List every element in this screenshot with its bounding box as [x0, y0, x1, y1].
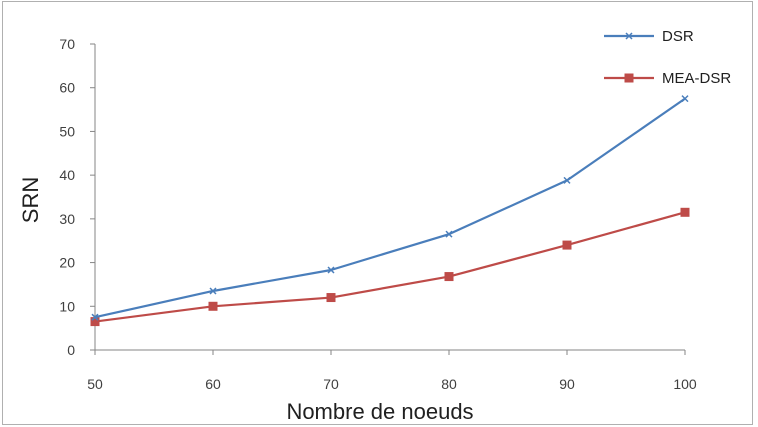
data-point [209, 287, 217, 295]
point-mark [91, 313, 99, 321]
x-tick-label: 100 [673, 376, 697, 392]
legend-label: DSR [662, 28, 694, 45]
legend-item: DSR [604, 28, 694, 45]
data-point [326, 293, 336, 303]
data-point [562, 240, 572, 250]
data-point [624, 73, 634, 83]
axes [90, 43, 686, 355]
y-tick-label: 40 [59, 167, 75, 183]
series-line [94, 211, 686, 323]
y-tick-label: 50 [59, 123, 75, 139]
series-mea-dsr [90, 207, 690, 327]
series-dsr [91, 95, 689, 321]
y-axis-title: SRN [18, 177, 43, 223]
data-point [625, 32, 633, 40]
series-layer [90, 95, 690, 327]
data-point [563, 176, 571, 184]
x-tick-label: 50 [87, 376, 103, 392]
legend-label: MEA-DSR [662, 70, 731, 87]
data-point [90, 317, 100, 327]
y-tick-label: 70 [59, 36, 75, 52]
data-point [680, 207, 690, 217]
point-mark [563, 176, 571, 184]
point-mark [327, 266, 335, 274]
y-tick-label: 60 [59, 80, 75, 96]
x-tick-label: 60 [205, 376, 221, 392]
data-point [444, 272, 454, 282]
data-point [208, 301, 218, 311]
point-mark [445, 230, 453, 238]
point-mark [625, 32, 633, 40]
legend-item: MEA-DSR [604, 70, 731, 87]
y-tick-label: 20 [59, 255, 75, 271]
x-axis-title: Nombre de noeuds [286, 399, 473, 424]
data-point [327, 266, 335, 274]
x-tick-label: 80 [441, 376, 457, 392]
point-mark [209, 287, 217, 295]
legend: DSR MEA-DSR [604, 28, 731, 87]
point-mark [681, 95, 689, 103]
data-point [91, 313, 99, 321]
x-tick-label: 90 [559, 376, 575, 392]
data-point [445, 230, 453, 238]
data-point [681, 95, 689, 103]
tick-labels: 0 10 20 30 40 50 60 70 50 60 70 80 90 100 [59, 36, 696, 392]
series-line [94, 97, 686, 319]
y-tick-label: 10 [59, 298, 75, 314]
x-tick-label: 70 [323, 376, 339, 392]
y-tick-label: 30 [59, 211, 75, 227]
y-tick-label: 0 [67, 342, 75, 358]
